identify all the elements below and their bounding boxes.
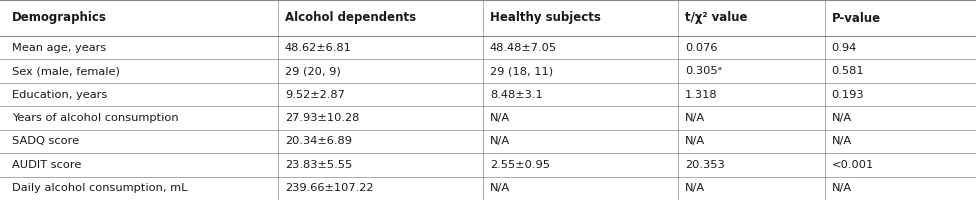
Text: N/A: N/A [685, 113, 706, 123]
Text: SADQ score: SADQ score [12, 136, 79, 146]
Text: 48.62±6.81: 48.62±6.81 [285, 43, 352, 53]
Text: 23.83±5.55: 23.83±5.55 [285, 160, 352, 170]
Text: AUDIT score: AUDIT score [12, 160, 81, 170]
Text: 9.52±2.87: 9.52±2.87 [285, 90, 345, 100]
Text: <0.001: <0.001 [832, 160, 874, 170]
Text: Healthy subjects: Healthy subjects [490, 11, 601, 24]
Text: Sex (male, female): Sex (male, female) [12, 66, 120, 76]
Text: Mean age, years: Mean age, years [12, 43, 106, 53]
Text: Alcohol dependents: Alcohol dependents [285, 11, 416, 24]
Text: 29 (20, 9): 29 (20, 9) [285, 66, 341, 76]
Text: Education, years: Education, years [12, 90, 107, 100]
Text: Years of alcohol consumption: Years of alcohol consumption [12, 113, 179, 123]
Text: 8.48±3.1: 8.48±3.1 [490, 90, 543, 100]
Text: N/A: N/A [685, 183, 706, 193]
Text: 0.94: 0.94 [832, 43, 857, 53]
Text: P-value: P-value [832, 11, 880, 24]
Text: 0.193: 0.193 [832, 90, 864, 100]
Text: N/A: N/A [490, 113, 510, 123]
Text: 2.55±0.95: 2.55±0.95 [490, 160, 549, 170]
Text: N/A: N/A [490, 183, 510, 193]
Text: 20.353: 20.353 [685, 160, 725, 170]
Text: 239.66±107.22: 239.66±107.22 [285, 183, 374, 193]
Text: 29 (18, 11): 29 (18, 11) [490, 66, 553, 76]
Text: N/A: N/A [832, 183, 852, 193]
Text: t/χ² value: t/χ² value [685, 11, 748, 24]
Text: N/A: N/A [490, 136, 510, 146]
Text: 27.93±10.28: 27.93±10.28 [285, 113, 359, 123]
Text: 0.076: 0.076 [685, 43, 717, 53]
Text: Demographics: Demographics [12, 11, 106, 24]
Text: Daily alcohol consumption, mL: Daily alcohol consumption, mL [12, 183, 187, 193]
Text: 0.581: 0.581 [832, 66, 864, 76]
Text: N/A: N/A [832, 113, 852, 123]
Text: N/A: N/A [832, 136, 852, 146]
Text: 0.305ᵃ: 0.305ᵃ [685, 66, 722, 76]
Text: 48.48±7.05: 48.48±7.05 [490, 43, 557, 53]
Text: N/A: N/A [685, 136, 706, 146]
Text: 20.34±6.89: 20.34±6.89 [285, 136, 352, 146]
Text: 1.318: 1.318 [685, 90, 717, 100]
